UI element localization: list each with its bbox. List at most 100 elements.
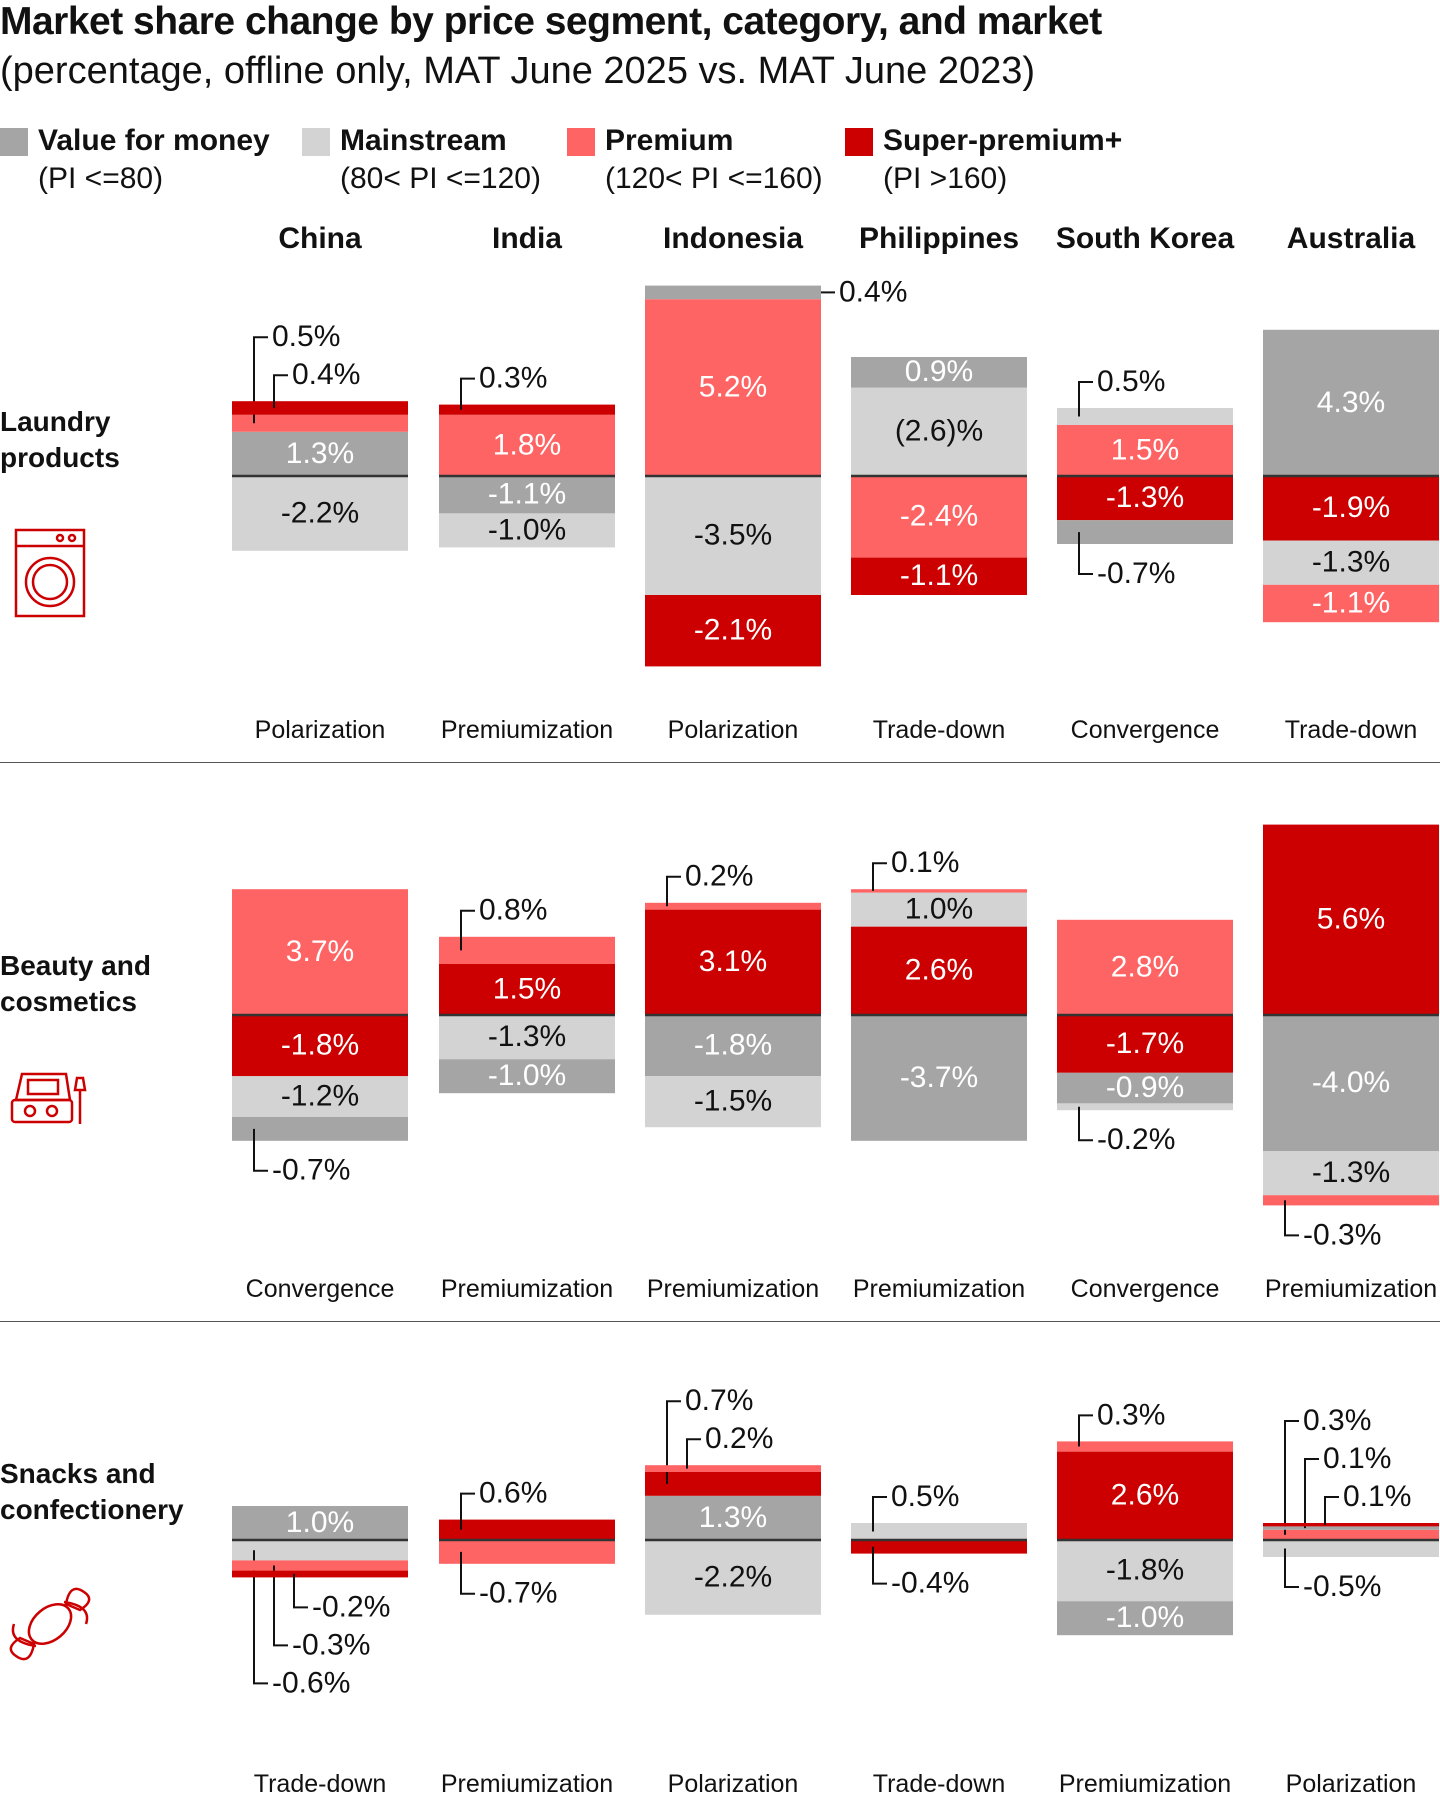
data-label: -1.0%	[1106, 1601, 1184, 1634]
bar-segment-premium	[1263, 584, 1439, 623]
callout-leader	[1078, 1106, 1093, 1142]
data-label: 3.7%	[286, 935, 354, 968]
callout-leader	[460, 909, 475, 951]
bar-segment-value	[232, 1506, 408, 1540]
data-label: -1.3%	[1106, 481, 1184, 514]
bar-segment-super	[851, 926, 1027, 1015]
bar-segment-super	[439, 964, 615, 1015]
pattern-label: Convergence	[245, 1275, 395, 1303]
data-label: 2.6%	[1111, 1479, 1179, 1512]
callout-label: 0.4%	[292, 358, 360, 391]
bar-segment-premium	[232, 414, 408, 432]
data-label: -2.1%	[694, 614, 772, 647]
data-label: -2.2%	[281, 496, 359, 529]
bar-segment-value	[645, 285, 821, 300]
bar-segment-value	[1057, 1072, 1233, 1104]
bar-segment-value	[439, 1059, 615, 1094]
data-label: 1.0%	[905, 893, 973, 926]
row-divider	[0, 762, 1440, 763]
pattern-label: Polarization	[1285, 1770, 1417, 1798]
callout-label: -0.7%	[1097, 557, 1175, 590]
callout-label: 0.2%	[685, 860, 753, 893]
bar-segment-super	[232, 401, 408, 415]
bar-segment-premium	[439, 936, 615, 964]
bar-segment-mainstream	[439, 1015, 615, 1060]
bar-segment-premium	[1263, 1195, 1439, 1206]
callout-label: 0.2%	[705, 1422, 773, 1455]
bar-segment-premium	[1057, 1441, 1233, 1452]
bar-segment-super	[232, 1015, 408, 1077]
callout-leader	[1284, 1200, 1299, 1237]
callout-leader	[253, 1128, 268, 1172]
legend-desc: (PI >160)	[883, 162, 1008, 195]
bar-segment-mainstream	[1057, 1540, 1233, 1602]
bar-segment-mainstream	[439, 513, 615, 548]
data-label: -1.0%	[488, 1059, 566, 1092]
bar-segment-premium	[439, 414, 615, 476]
bar-segment-mainstream	[1263, 1151, 1439, 1196]
callout-label: 0.1%	[891, 846, 959, 879]
data-label: 1.3%	[699, 1501, 767, 1534]
bar-segment-super	[439, 1519, 615, 1540]
callout-label: 0.5%	[891, 1480, 959, 1513]
callout-label: -0.4%	[891, 1567, 969, 1600]
data-label: -3.5%	[694, 518, 772, 551]
bar-segment-value	[1263, 1526, 1439, 1530]
data-label: -1.1%	[1312, 586, 1390, 619]
legend-swatch	[302, 128, 330, 156]
market-header: Australia	[1286, 222, 1416, 255]
bar-segment-value	[851, 357, 1027, 388]
bar-segment-premium	[1263, 1529, 1439, 1540]
callout-leader	[253, 336, 268, 424]
bar-segment-super	[645, 1472, 821, 1496]
data-label: -1.7%	[1106, 1027, 1184, 1060]
callout-leader	[1304, 1458, 1319, 1529]
callout-label: 0.7%	[685, 1384, 753, 1417]
pattern-label: Premiumization	[1264, 1275, 1438, 1303]
callout-label: 0.5%	[272, 320, 340, 353]
callout-leader	[253, 1550, 268, 1685]
pattern-label: Trade-down	[872, 716, 1006, 744]
bar-segment-mainstream	[232, 476, 408, 551]
callout-label: 0.5%	[1097, 365, 1165, 398]
data-label: -1.9%	[1312, 491, 1390, 524]
callout-leader	[1078, 1414, 1093, 1447]
pattern-label: Convergence	[1070, 716, 1220, 744]
data-label: 1.8%	[493, 428, 561, 461]
bar-segment-mainstream	[1263, 540, 1439, 585]
chart-subtitle: (percentage, offline only, MAT June 2025…	[0, 50, 1036, 92]
callout-label: -0.3%	[292, 1628, 370, 1661]
pattern-label: Premiumization	[1058, 1770, 1232, 1798]
bar-segment-super	[1057, 1451, 1233, 1540]
data-label: -1.2%	[281, 1080, 359, 1113]
bar-segment-mainstream	[645, 476, 821, 595]
data-label: -1.3%	[1312, 1156, 1390, 1189]
bar-segment-premium	[645, 902, 821, 910]
bar-segment-super	[232, 1570, 408, 1578]
bar-segment-value	[645, 1015, 821, 1077]
data-label: -1.8%	[1106, 1554, 1184, 1587]
callout-leader	[460, 1492, 475, 1530]
data-label: -4.0%	[1312, 1066, 1390, 1099]
callout-leader	[1284, 1548, 1299, 1588]
pattern-label: Polarization	[667, 716, 799, 744]
bar-segment-value	[1057, 520, 1233, 544]
bar-segment-super	[645, 909, 821, 1015]
callout-leader	[666, 1400, 681, 1484]
bar-segment-mainstream	[851, 1523, 1027, 1540]
data-label: (2.6)%	[895, 415, 983, 448]
data-label: 3.1%	[699, 945, 767, 978]
bar-segment-mainstream	[1263, 1540, 1439, 1557]
legend-name: Value for money	[38, 124, 270, 157]
data-label: 5.2%	[699, 371, 767, 404]
data-label: -1.8%	[694, 1029, 772, 1062]
bar-segment-premium	[439, 1540, 615, 1564]
data-label: -1.1%	[488, 478, 566, 511]
bar-segment-premium	[851, 889, 1027, 893]
callout-label: 0.1%	[1343, 1480, 1411, 1513]
data-label: 1.3%	[286, 437, 354, 470]
callout-label: 0.3%	[1097, 1398, 1165, 1431]
data-label: 1.5%	[493, 972, 561, 1005]
